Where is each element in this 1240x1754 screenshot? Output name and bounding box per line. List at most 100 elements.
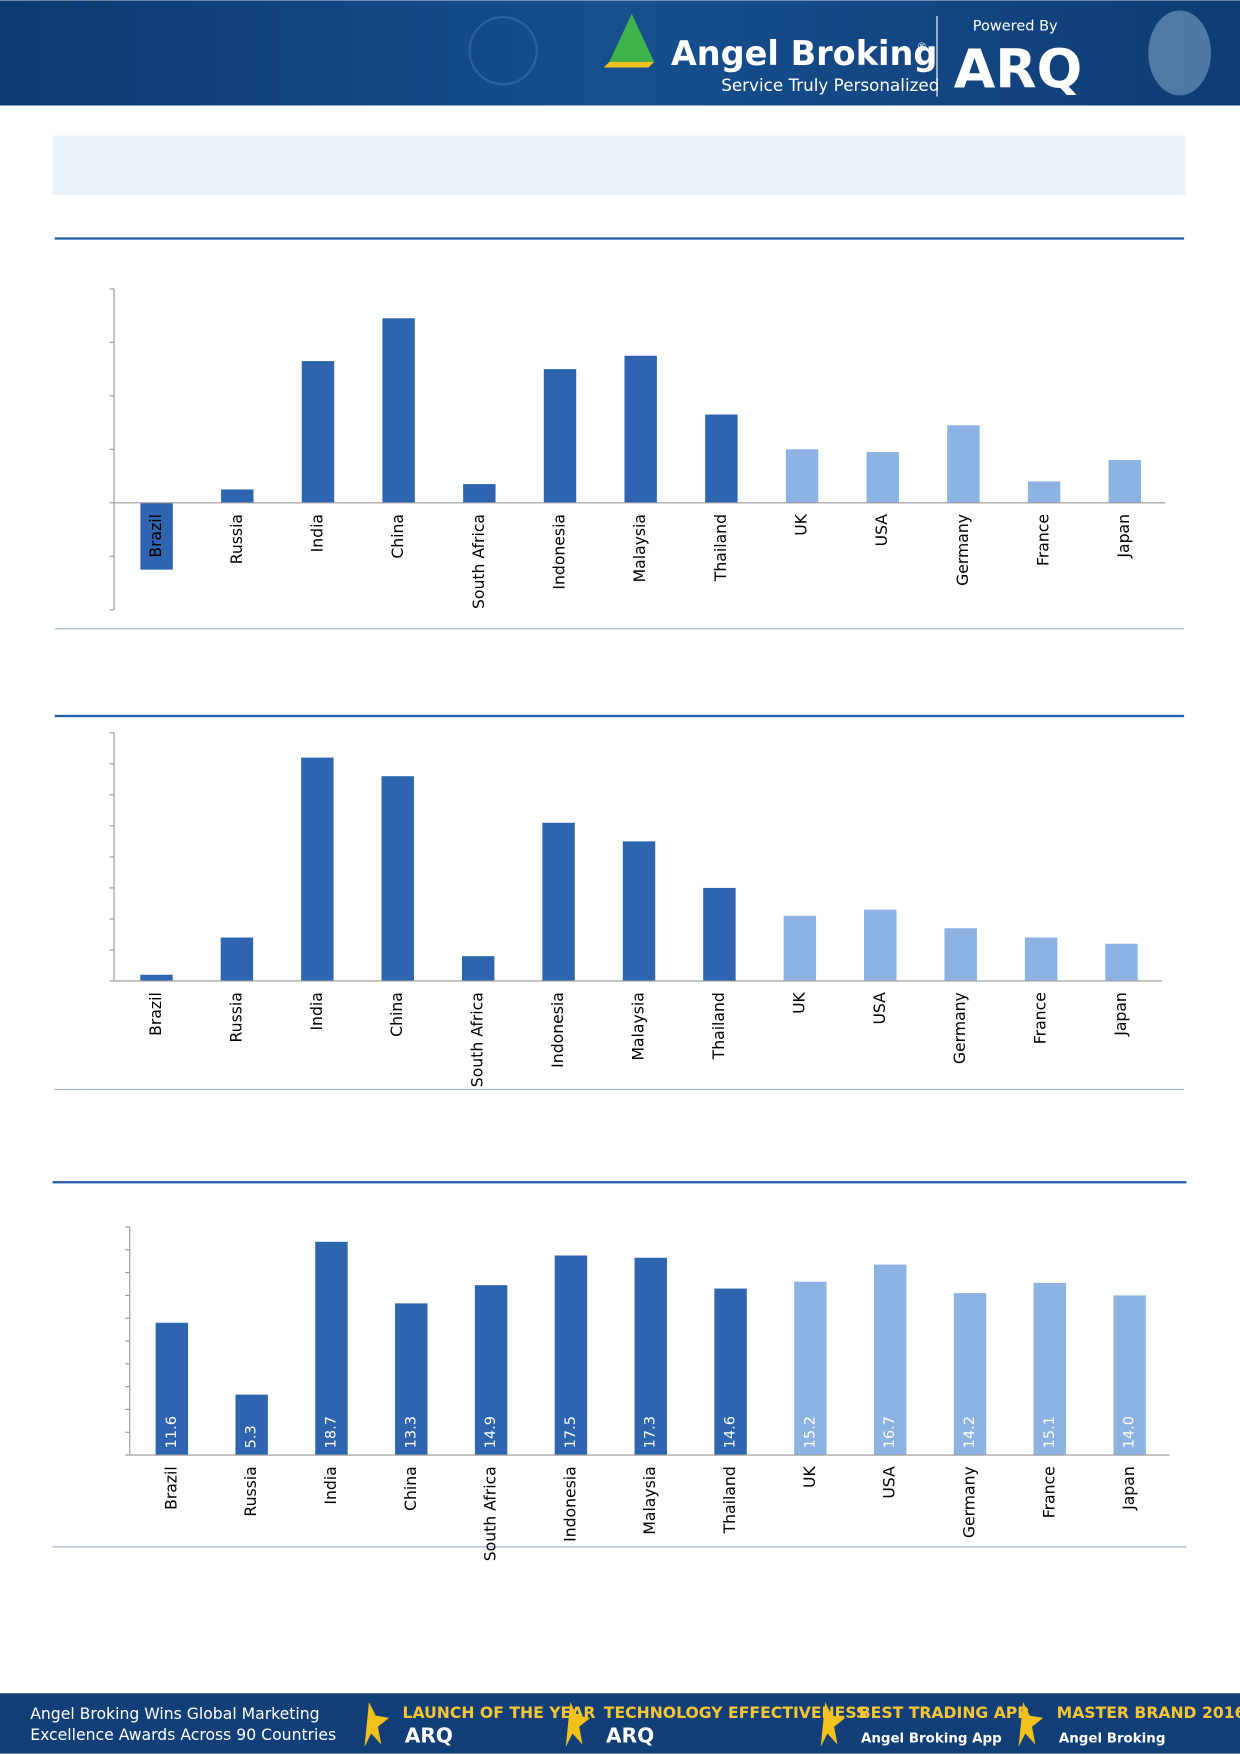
footer-headline: Excellence Awards Across 90 Countries bbox=[30, 1725, 336, 1744]
bar bbox=[783, 915, 817, 981]
bar bbox=[705, 414, 738, 503]
award-star bbox=[820, 1702, 846, 1747]
bar bbox=[794, 1281, 827, 1456]
value-label: 14.6 bbox=[723, 1416, 739, 1448]
bar bbox=[873, 1264, 907, 1456]
award-sub: ARQ bbox=[405, 1723, 453, 1747]
bar bbox=[624, 355, 657, 503]
x-tick-label: France bbox=[1031, 992, 1050, 1044]
bar bbox=[395, 1303, 428, 1456]
x-tick-label: Russia bbox=[226, 992, 245, 1042]
x-tick-label: Indonesia bbox=[550, 514, 569, 590]
bar bbox=[301, 757, 334, 981]
value-label: 18.7 bbox=[323, 1416, 339, 1448]
award-star bbox=[565, 1702, 591, 1747]
bar bbox=[542, 822, 575, 981]
award-title: BEST TRADING APP bbox=[859, 1703, 1029, 1722]
x-tick-label: UK bbox=[792, 513, 811, 535]
x-tick-label: USA bbox=[870, 992, 889, 1025]
value-label: 16.7 bbox=[882, 1416, 898, 1448]
x-tick-label: Malaysia bbox=[630, 514, 649, 582]
powered-by: Powered By bbox=[973, 19, 1058, 35]
tagline: Service Truly Personalized bbox=[721, 75, 939, 95]
decor bbox=[1148, 10, 1211, 96]
decor bbox=[468, 16, 538, 86]
bar bbox=[947, 425, 980, 503]
bar bbox=[953, 1293, 987, 1456]
x-tick-label: USA bbox=[872, 514, 891, 547]
x-tick-label: South Africa bbox=[469, 514, 488, 609]
bar bbox=[1108, 460, 1141, 503]
bar bbox=[140, 974, 173, 981]
x-tick-label: South Africa bbox=[468, 992, 487, 1087]
bar bbox=[463, 484, 496, 503]
award-title: LAUNCH OF THE YEAR bbox=[403, 1703, 596, 1722]
bar bbox=[235, 1394, 268, 1456]
bar bbox=[381, 776, 414, 981]
logo-icon bbox=[603, 61, 655, 68]
bar bbox=[140, 502, 173, 570]
bar bbox=[220, 937, 254, 981]
x-tick-label: Thailand bbox=[709, 992, 728, 1060]
value-label: 17.3 bbox=[643, 1416, 659, 1448]
footer-headline: Angel Broking Wins Global Marketing bbox=[30, 1704, 319, 1723]
bar bbox=[382, 318, 415, 503]
x-tick-label: South Africa bbox=[481, 1466, 500, 1561]
bar bbox=[1113, 1295, 1146, 1456]
x-tick-label: Thailand bbox=[720, 1466, 739, 1534]
bar bbox=[1105, 943, 1138, 981]
award-star bbox=[364, 1702, 390, 1747]
x-tick-label: China bbox=[388, 514, 407, 559]
bar bbox=[554, 1255, 588, 1456]
x-tick-label: Brazil bbox=[161, 1466, 180, 1510]
x-tick-label: India bbox=[307, 992, 326, 1030]
x-tick-label: UK bbox=[800, 1466, 819, 1488]
bar bbox=[1033, 1282, 1067, 1456]
x-tick-label: Japan bbox=[1119, 1466, 1138, 1511]
arq-logo: ARQ bbox=[954, 38, 1082, 101]
bar bbox=[155, 1322, 189, 1456]
x-tick-label: Germany bbox=[960, 1466, 979, 1538]
logo-icon bbox=[609, 13, 655, 62]
bar bbox=[1027, 481, 1061, 503]
x-tick-label: India bbox=[321, 1466, 340, 1504]
x-tick-label: Malaysia bbox=[629, 992, 648, 1060]
x-tick-label: France bbox=[1034, 514, 1053, 566]
award-title: TECHNOLOGY EFFECTIVENESS bbox=[604, 1703, 867, 1722]
value-label: 5.3 bbox=[244, 1425, 260, 1448]
award-sub: Angel Broking bbox=[1059, 1731, 1166, 1746]
value-label: 13.3 bbox=[403, 1416, 419, 1448]
value-label: 14.9 bbox=[483, 1416, 499, 1448]
value-label: 15.2 bbox=[802, 1416, 818, 1448]
bar bbox=[866, 451, 899, 503]
brand: Angel Broking bbox=[671, 34, 938, 73]
x-tick-label: Japan bbox=[1114, 514, 1133, 559]
award-title: MASTER BRAND 2016 bbox=[1057, 1703, 1240, 1722]
value-label: 15.1 bbox=[1042, 1416, 1058, 1448]
title-box bbox=[52, 135, 1186, 195]
x-tick-label: Russia bbox=[241, 1466, 260, 1516]
x-tick-label: Germany bbox=[953, 514, 972, 586]
value-label: 14.2 bbox=[962, 1416, 978, 1448]
registered: ® bbox=[917, 42, 927, 53]
bar bbox=[1024, 937, 1058, 981]
x-tick-label: Brazil bbox=[146, 514, 165, 558]
bar bbox=[461, 956, 495, 981]
value-label: 11.6 bbox=[164, 1416, 180, 1448]
award-sub: Angel Broking App bbox=[861, 1731, 1002, 1746]
bar bbox=[221, 489, 254, 503]
x-tick-label: UK bbox=[789, 991, 808, 1013]
x-tick-label: Indonesia bbox=[560, 1466, 579, 1542]
bar bbox=[703, 887, 736, 981]
bar bbox=[474, 1285, 508, 1456]
bar bbox=[622, 841, 656, 981]
bar bbox=[714, 1288, 747, 1456]
bar bbox=[634, 1257, 667, 1456]
bar bbox=[864, 909, 897, 981]
award-sub: ARQ bbox=[606, 1723, 654, 1747]
x-tick-label: Thailand bbox=[711, 514, 730, 582]
award-star bbox=[1018, 1702, 1044, 1747]
bar bbox=[543, 369, 577, 503]
x-tick-label: Indonesia bbox=[548, 992, 567, 1068]
